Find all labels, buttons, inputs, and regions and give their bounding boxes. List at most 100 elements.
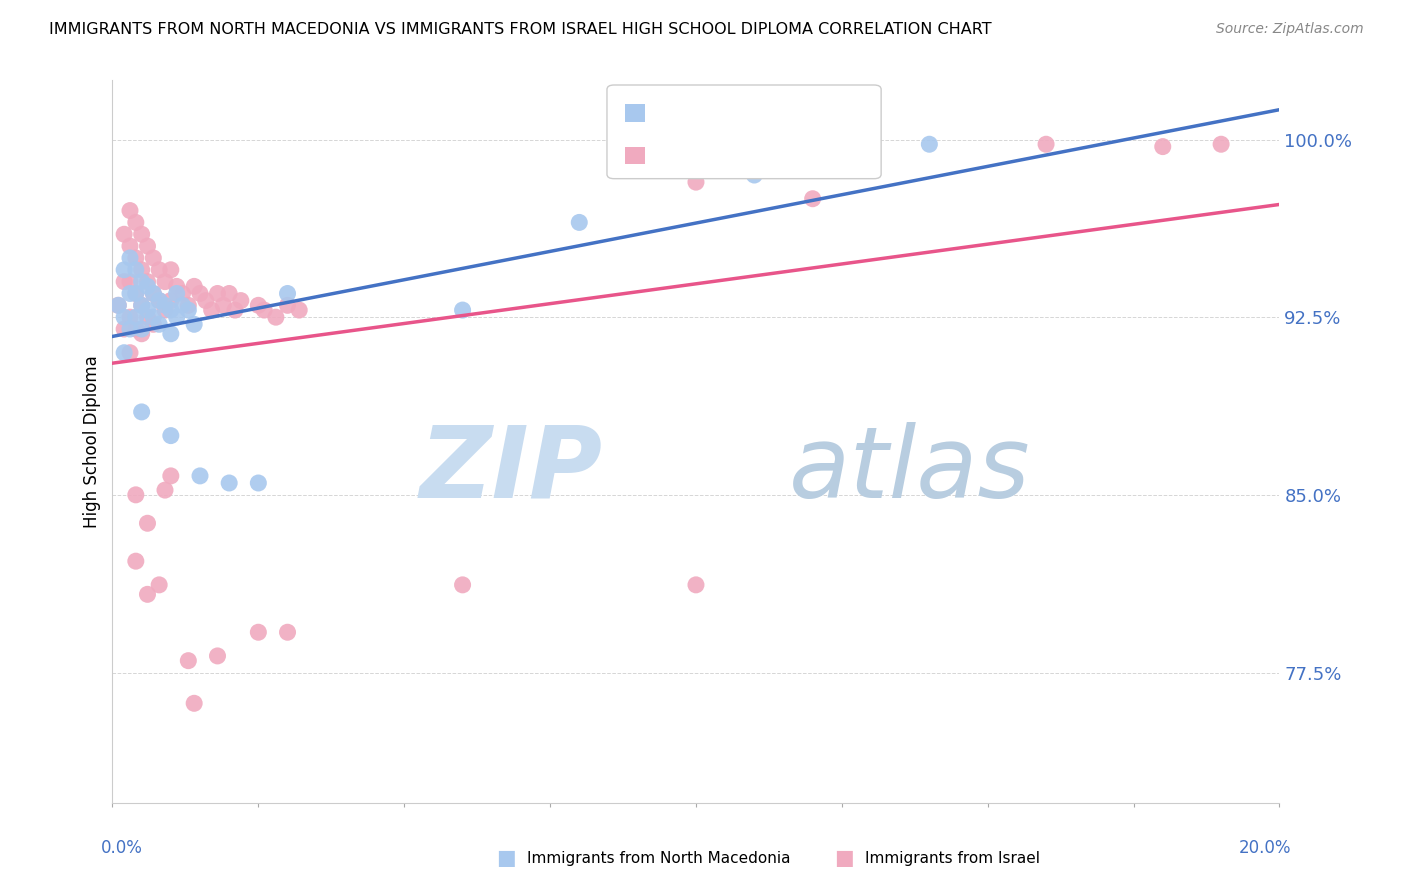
Point [136,279,159,293]
Point [153,483,176,497]
Point [288,303,311,318]
Point [131,326,153,341]
Point [142,286,165,301]
Point [131,298,153,312]
Point [112,275,135,289]
Point [125,310,148,325]
Point [166,286,188,301]
Point [1035,137,1057,152]
Point [451,578,474,592]
Point [177,303,200,318]
Point [125,251,148,265]
Point [118,239,141,253]
Point [177,654,200,668]
Point [160,303,183,318]
Point [253,303,276,318]
Point [142,310,165,325]
Point [118,322,141,336]
Point [207,648,229,663]
Text: 0.510: 0.510 [699,104,755,122]
Point [224,303,246,318]
Point [148,262,170,277]
Point [188,286,211,301]
Point [172,298,194,312]
Point [153,275,176,289]
Point [188,469,211,483]
Point [177,298,200,312]
Point [131,298,153,312]
Point [125,286,148,301]
Point [276,286,298,301]
Point [142,286,165,301]
Point [125,488,148,502]
Point [742,168,765,182]
Point [201,303,224,318]
Point [247,475,270,490]
Point [148,318,170,332]
Point [247,298,270,312]
Point [107,298,129,312]
Point [118,286,141,301]
Point [112,310,135,325]
Point [118,203,141,218]
Point [148,578,170,592]
Point [131,275,153,289]
Point [136,239,159,253]
Text: IMMIGRANTS FROM NORTH MACEDONIA VS IMMIGRANTS FROM ISRAEL HIGH SCHOOL DIPLOMA CO: IMMIGRANTS FROM NORTH MACEDONIA VS IMMIG… [49,22,991,37]
Point [125,554,148,568]
Point [136,275,159,289]
Text: ZIP: ZIP [419,422,603,519]
Point [801,192,824,206]
Point [183,279,205,293]
Point [685,175,707,189]
Point [166,279,188,293]
Point [207,286,229,301]
Text: 0.236: 0.236 [699,146,755,164]
Point [160,262,183,277]
Point [118,310,141,325]
Text: Source: ZipAtlas.com: Source: ZipAtlas.com [1216,22,1364,37]
Point [166,310,188,325]
Point [136,516,159,531]
Text: Immigrants from Israel: Immigrants from Israel [865,851,1039,865]
Point [125,215,148,229]
Text: R =: R = [657,146,695,164]
Y-axis label: High School Diploma: High School Diploma [83,355,101,528]
Point [125,286,148,301]
Point [1152,139,1174,153]
Point [685,578,707,592]
Text: Immigrants from North Macedonia: Immigrants from North Macedonia [527,851,790,865]
Point [218,286,240,301]
Point [118,275,141,289]
Text: 37: 37 [808,104,832,122]
Point [160,293,183,308]
Point [183,318,205,332]
Point [247,625,270,640]
Point [131,322,153,336]
Text: ■: ■ [834,848,853,868]
Point [112,262,135,277]
Point [118,251,141,265]
Point [136,310,159,325]
Point [153,303,176,318]
Point [264,310,287,325]
Point [112,322,135,336]
Point [1209,137,1232,152]
Text: atlas: atlas [789,422,1031,519]
Text: N =: N = [752,146,803,164]
Point [160,326,183,341]
Text: ■: ■ [496,848,516,868]
Point [153,298,176,312]
Point [276,625,298,640]
Point [212,298,235,312]
Point [125,262,148,277]
Point [451,303,474,318]
Point [112,227,135,242]
Text: R =: R = [657,104,695,122]
Text: 20.0%: 20.0% [1239,838,1291,857]
Point [125,322,148,336]
Text: N =: N = [752,104,803,122]
Point [136,587,159,601]
Point [218,475,240,490]
Point [131,262,153,277]
